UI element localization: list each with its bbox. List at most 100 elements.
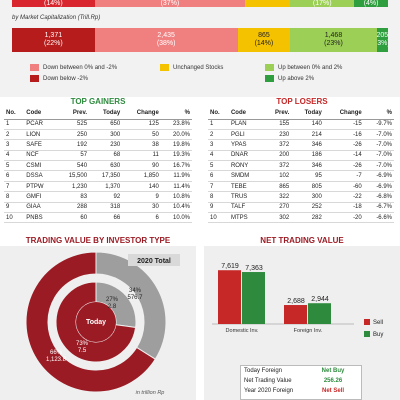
table-cell: SAFE	[24, 139, 56, 151]
top-losers-table: No. Code Prev. Today Change% 1 PLAN 155 140 -15 -9…	[208, 108, 394, 224]
market-cap-segment: 2,435 (38%)	[94, 28, 238, 52]
table-cell: 270	[263, 202, 292, 214]
table-cell: 322	[263, 191, 292, 203]
table-cell: 3	[4, 139, 25, 151]
table-cell: -18	[323, 202, 364, 214]
table-cell: 9	[4, 202, 25, 214]
table-row: 3 SAFE 192 230 38 19.8%	[4, 139, 192, 151]
year-label-box	[128, 254, 180, 266]
table-cell: -7.0%	[363, 160, 394, 172]
sell-bar	[284, 305, 307, 324]
table-cell: 125	[122, 119, 161, 130]
table-cell: 6	[122, 212, 161, 224]
table-cell: -15	[323, 119, 364, 130]
table-cell: -16	[323, 129, 364, 141]
table-cell: -6.6%	[363, 212, 394, 224]
table-cell: -9.7%	[363, 119, 394, 130]
table-cell: 252	[291, 202, 324, 214]
market-cap-bar: 1,371 (22%) 2,435 (38%) 865 (14%) 1,468 (23%) 20…	[12, 28, 388, 52]
table-cell: -26	[323, 139, 364, 151]
column-header: Change	[323, 108, 364, 120]
table-row: 7 TEBE 865 805 -60 -6.9%	[208, 181, 394, 193]
table-cell: TEBE	[228, 181, 264, 193]
table-cell: 10.4%	[160, 202, 192, 214]
table-row: 7 PTPW 1,230 1,370 140 11.4%	[4, 181, 192, 193]
table-cell: 10.0%	[160, 212, 192, 224]
market-cap-segment: 1,468 (23%)	[290, 28, 377, 52]
table-cell: 200	[263, 150, 292, 162]
table-cell: DSSA	[24, 170, 56, 182]
net-info-box	[240, 365, 362, 400]
table-cell: 7	[4, 181, 25, 193]
category-label: Domestic Inv.	[226, 328, 259, 334]
table-cell: 9	[122, 191, 161, 203]
table-cell: 250	[55, 129, 90, 141]
table-cell: 19.8%	[160, 139, 192, 151]
table-cell: 20.0%	[160, 129, 192, 141]
table-cell: 11	[122, 150, 161, 162]
net-info-value: Net Sell	[321, 388, 344, 394]
table-cell: -6.8%	[363, 191, 394, 203]
inner-domestic-value: 7.5	[78, 348, 87, 354]
column-header: Today	[291, 108, 324, 120]
table-cell: 68	[89, 150, 123, 162]
table-cell: 140	[122, 181, 161, 193]
table-row: 9 GIAA 288 318 30 10.4%	[4, 202, 192, 214]
advancers-decliners-bar: (14%) (37%) (17%) (4%)	[12, 0, 389, 7]
table-cell: 10	[4, 212, 25, 224]
table-cell: -6.9%	[363, 170, 394, 182]
unit-note: in trillion Rp	[136, 390, 165, 396]
table-cell: 1,370	[89, 181, 123, 193]
market-cap-caption: by Market Capitalization (Trill.Rp)	[12, 15, 101, 21]
table-cell: GMFI	[24, 191, 56, 203]
table-row: 6 DSSA 15,500 17,350 1,850 11.9%	[4, 170, 192, 182]
table-cell: SMDM	[228, 170, 264, 182]
composition-legend-item: Down below -2%	[30, 75, 88, 82]
year-label: 2020 Total	[137, 258, 171, 265]
table-cell: 10	[208, 212, 229, 224]
table-cell: 650	[89, 119, 123, 130]
legend-swatch	[265, 75, 274, 82]
table-cell: 6	[4, 170, 25, 182]
legend-swatch	[30, 75, 39, 82]
table-cell: 9	[208, 202, 229, 214]
table-cell: 5	[208, 160, 229, 172]
table-cell: YPAS	[228, 139, 264, 151]
table-cell: 60	[55, 212, 90, 224]
table-cell: 300	[291, 191, 324, 203]
inner-foreign-value: 2.8	[108, 304, 117, 310]
inner-foreign-pct: 27%	[106, 297, 119, 303]
table-cell: 57	[55, 150, 90, 162]
net-trading-bar-chart: 7,619 7,363 Domestic Inv. 2,688 2,944 Foreign…	[212, 263, 383, 338]
outer-foreign-value: 576.7	[127, 295, 143, 301]
investor-donut-chart: Today 34%576.7 66%1,123.8 27%2.8 73%7.5 2020 …	[25, 251, 180, 396]
net-info-row: Year 2020 Foreign Net Sell	[241, 388, 359, 394]
market-cap-segment: 1,371 (22%)	[12, 28, 95, 52]
market-cap-segment-value: 1,468	[324, 32, 343, 39]
table-cell: -14	[323, 150, 364, 162]
market-cap-segment-value: 2,435	[157, 32, 175, 39]
net-info-value: Net Buy	[321, 368, 345, 374]
table-cell: -60	[323, 181, 364, 193]
outer-domestic-pct: 66%	[50, 350, 63, 356]
table-cell: 6	[208, 170, 229, 182]
market-cap-segment-value: 1,371	[44, 32, 63, 39]
table-cell: 83	[55, 191, 90, 203]
legend-label: Up above 2%	[278, 75, 315, 82]
market-cap-segment-pct: (22%)	[44, 40, 63, 47]
sell-bar	[218, 270, 241, 324]
legend-swatch	[265, 64, 274, 71]
table-row: 5 CSMI 540 630 90 16.7%	[4, 160, 192, 172]
table-row: 4 NCF 57 68 11 19.3%	[4, 150, 192, 162]
table-cell: 230	[89, 139, 123, 151]
table-cell: -6.9%	[363, 181, 394, 193]
column-header: No.	[4, 108, 25, 120]
table-cell: 102	[263, 170, 292, 182]
table-cell: 865	[263, 181, 292, 193]
table-cell: 4	[4, 150, 25, 162]
table-cell: NCF	[24, 150, 56, 162]
table-cell: -7	[323, 170, 364, 182]
table-cell: 11.4%	[160, 181, 192, 193]
today-label: Today	[86, 319, 106, 326]
table-row: 2 LION 250 300 50 20.0%	[4, 129, 192, 141]
